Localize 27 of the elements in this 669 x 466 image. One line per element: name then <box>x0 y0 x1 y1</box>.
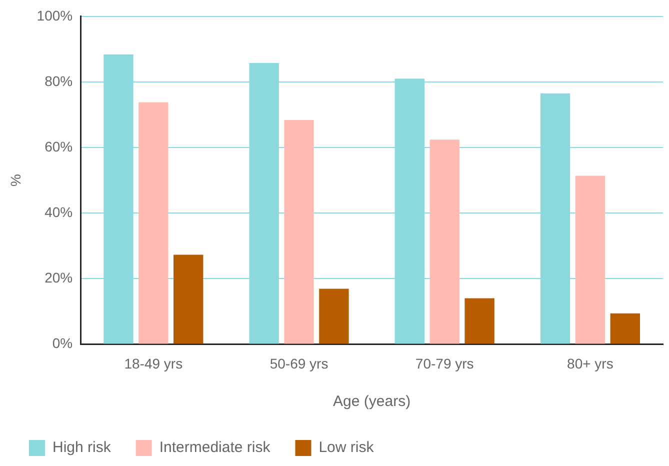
bar <box>464 298 494 344</box>
y-tick-label: 20% <box>44 270 73 286</box>
bar <box>104 54 134 344</box>
y-tick-label: 60% <box>44 138 73 154</box>
bar <box>319 288 349 344</box>
y-axis-title: % <box>7 174 24 187</box>
x-tick-label: 18-49 yrs <box>124 355 183 372</box>
legend-label: Intermediate risk <box>159 439 271 456</box>
legend-label: High risk <box>52 439 112 456</box>
y-tick-label: 0% <box>52 335 73 352</box>
x-tick-label: 50-69 yrs <box>270 355 328 372</box>
y-tick-label: 40% <box>44 204 73 220</box>
bar <box>138 102 168 344</box>
bar <box>284 120 314 344</box>
y-tick-label: 80% <box>44 72 73 89</box>
legend-label: Low risk <box>318 439 374 456</box>
bar <box>540 93 570 344</box>
x-tick-label: 70-79 yrs <box>415 355 474 372</box>
bar <box>430 140 460 344</box>
y-tick-label: 100% <box>36 7 73 24</box>
bar <box>249 62 279 344</box>
x-tick-label: 80+ yrs <box>567 355 614 372</box>
bar <box>610 313 640 344</box>
bar <box>575 176 606 344</box>
bar <box>394 78 425 344</box>
bar <box>174 254 204 344</box>
x-axis-title: Age (years) <box>333 393 411 410</box>
